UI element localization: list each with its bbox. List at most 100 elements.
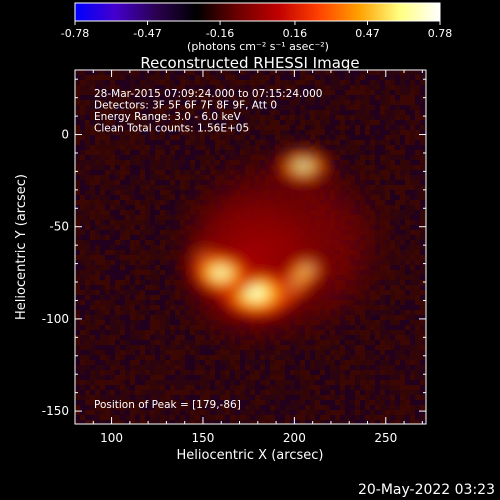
noise-cell <box>230 75 235 80</box>
noise-cell <box>415 210 420 215</box>
noise-cell <box>160 380 165 385</box>
noise-cell <box>145 330 150 335</box>
noise-cell <box>380 170 385 175</box>
noise-cell <box>165 410 170 415</box>
noise-cell <box>405 210 410 215</box>
noise-cell <box>180 160 185 165</box>
noise-cell <box>235 80 240 85</box>
noise-cell <box>245 80 250 85</box>
noise-cell <box>105 290 110 295</box>
noise-cell <box>150 85 155 90</box>
noise-cell <box>190 75 195 80</box>
noise-cell <box>195 115 200 120</box>
noise-cell <box>115 375 120 380</box>
noise-cell <box>110 340 115 345</box>
noise-cell <box>320 120 325 125</box>
noise-cell <box>410 240 415 245</box>
noise-cell <box>255 130 260 135</box>
noise-cell <box>185 365 190 370</box>
noise-cell <box>395 390 400 395</box>
noise-cell <box>140 360 145 365</box>
noise-cell <box>105 150 110 155</box>
noise-cell <box>210 70 215 75</box>
noise-cell <box>300 90 305 95</box>
noise-cell <box>80 165 85 170</box>
noise-cell <box>210 395 215 400</box>
noise-cell <box>275 365 280 370</box>
noise-cell <box>185 80 190 85</box>
noise-cell <box>110 305 115 310</box>
noise-cell <box>325 355 330 360</box>
noise-cell <box>255 365 260 370</box>
noise-cell <box>105 165 110 170</box>
noise-cell <box>215 375 220 380</box>
noise-cell <box>160 345 165 350</box>
noise-cell <box>165 375 170 380</box>
noise-cell <box>170 85 175 90</box>
noise-cell <box>345 385 350 390</box>
noise-cell <box>80 115 85 120</box>
noise-cell <box>100 260 105 265</box>
noise-cell <box>260 130 265 135</box>
noise-cell <box>385 345 390 350</box>
noise-cell <box>155 145 160 150</box>
noise-cell <box>235 385 240 390</box>
noise-cell <box>105 210 110 215</box>
noise-cell <box>300 370 305 375</box>
noise-cell <box>230 130 235 135</box>
noise-cell <box>160 130 165 135</box>
noise-cell <box>105 155 110 160</box>
noise-cell <box>400 130 405 135</box>
noise-cell <box>410 335 415 340</box>
noise-cell <box>365 80 370 85</box>
noise-cell <box>155 190 160 195</box>
noise-cell <box>370 115 375 120</box>
noise-cell <box>155 315 160 320</box>
noise-cell <box>375 350 380 355</box>
noise-cell <box>335 110 340 115</box>
noise-cell <box>100 125 105 130</box>
noise-cell <box>95 305 100 310</box>
noise-cell <box>120 340 125 345</box>
noise-cell <box>75 220 80 225</box>
noise-cell <box>220 85 225 90</box>
noise-cell <box>420 225 425 230</box>
noise-cell <box>130 185 135 190</box>
noise-cell <box>150 375 155 380</box>
noise-cell <box>90 185 95 190</box>
noise-cell <box>380 340 385 345</box>
noise-cell <box>405 315 410 320</box>
noise-cell <box>235 380 240 385</box>
noise-cell <box>175 410 180 415</box>
noise-cell <box>105 270 110 275</box>
noise-cell <box>125 255 130 260</box>
noise-cell <box>115 300 120 305</box>
noise-cell <box>155 105 160 110</box>
noise-cell <box>400 295 405 300</box>
noise-cell <box>215 105 220 110</box>
noise-cell <box>380 85 385 90</box>
noise-cell <box>370 155 375 160</box>
noise-cell <box>80 355 85 360</box>
noise-cell <box>100 120 105 125</box>
noise-cell <box>85 240 90 245</box>
noise-cell <box>400 190 405 195</box>
noise-cell <box>160 205 165 210</box>
noise-cell <box>245 390 250 395</box>
noise-cell <box>420 105 425 110</box>
noise-cell <box>400 390 405 395</box>
noise-cell <box>245 75 250 80</box>
noise-cell <box>125 135 130 140</box>
noise-cell <box>100 330 105 335</box>
noise-cell <box>235 120 240 125</box>
noise-cell <box>290 100 295 105</box>
noise-cell <box>325 110 330 115</box>
noise-cell <box>355 120 360 125</box>
noise-cell <box>125 240 130 245</box>
noise-cell <box>320 110 325 115</box>
noise-cell <box>305 415 310 420</box>
noise-cell <box>200 405 205 410</box>
noise-cell <box>75 160 80 165</box>
noise-cell <box>195 110 200 115</box>
noise-cell <box>120 265 125 270</box>
